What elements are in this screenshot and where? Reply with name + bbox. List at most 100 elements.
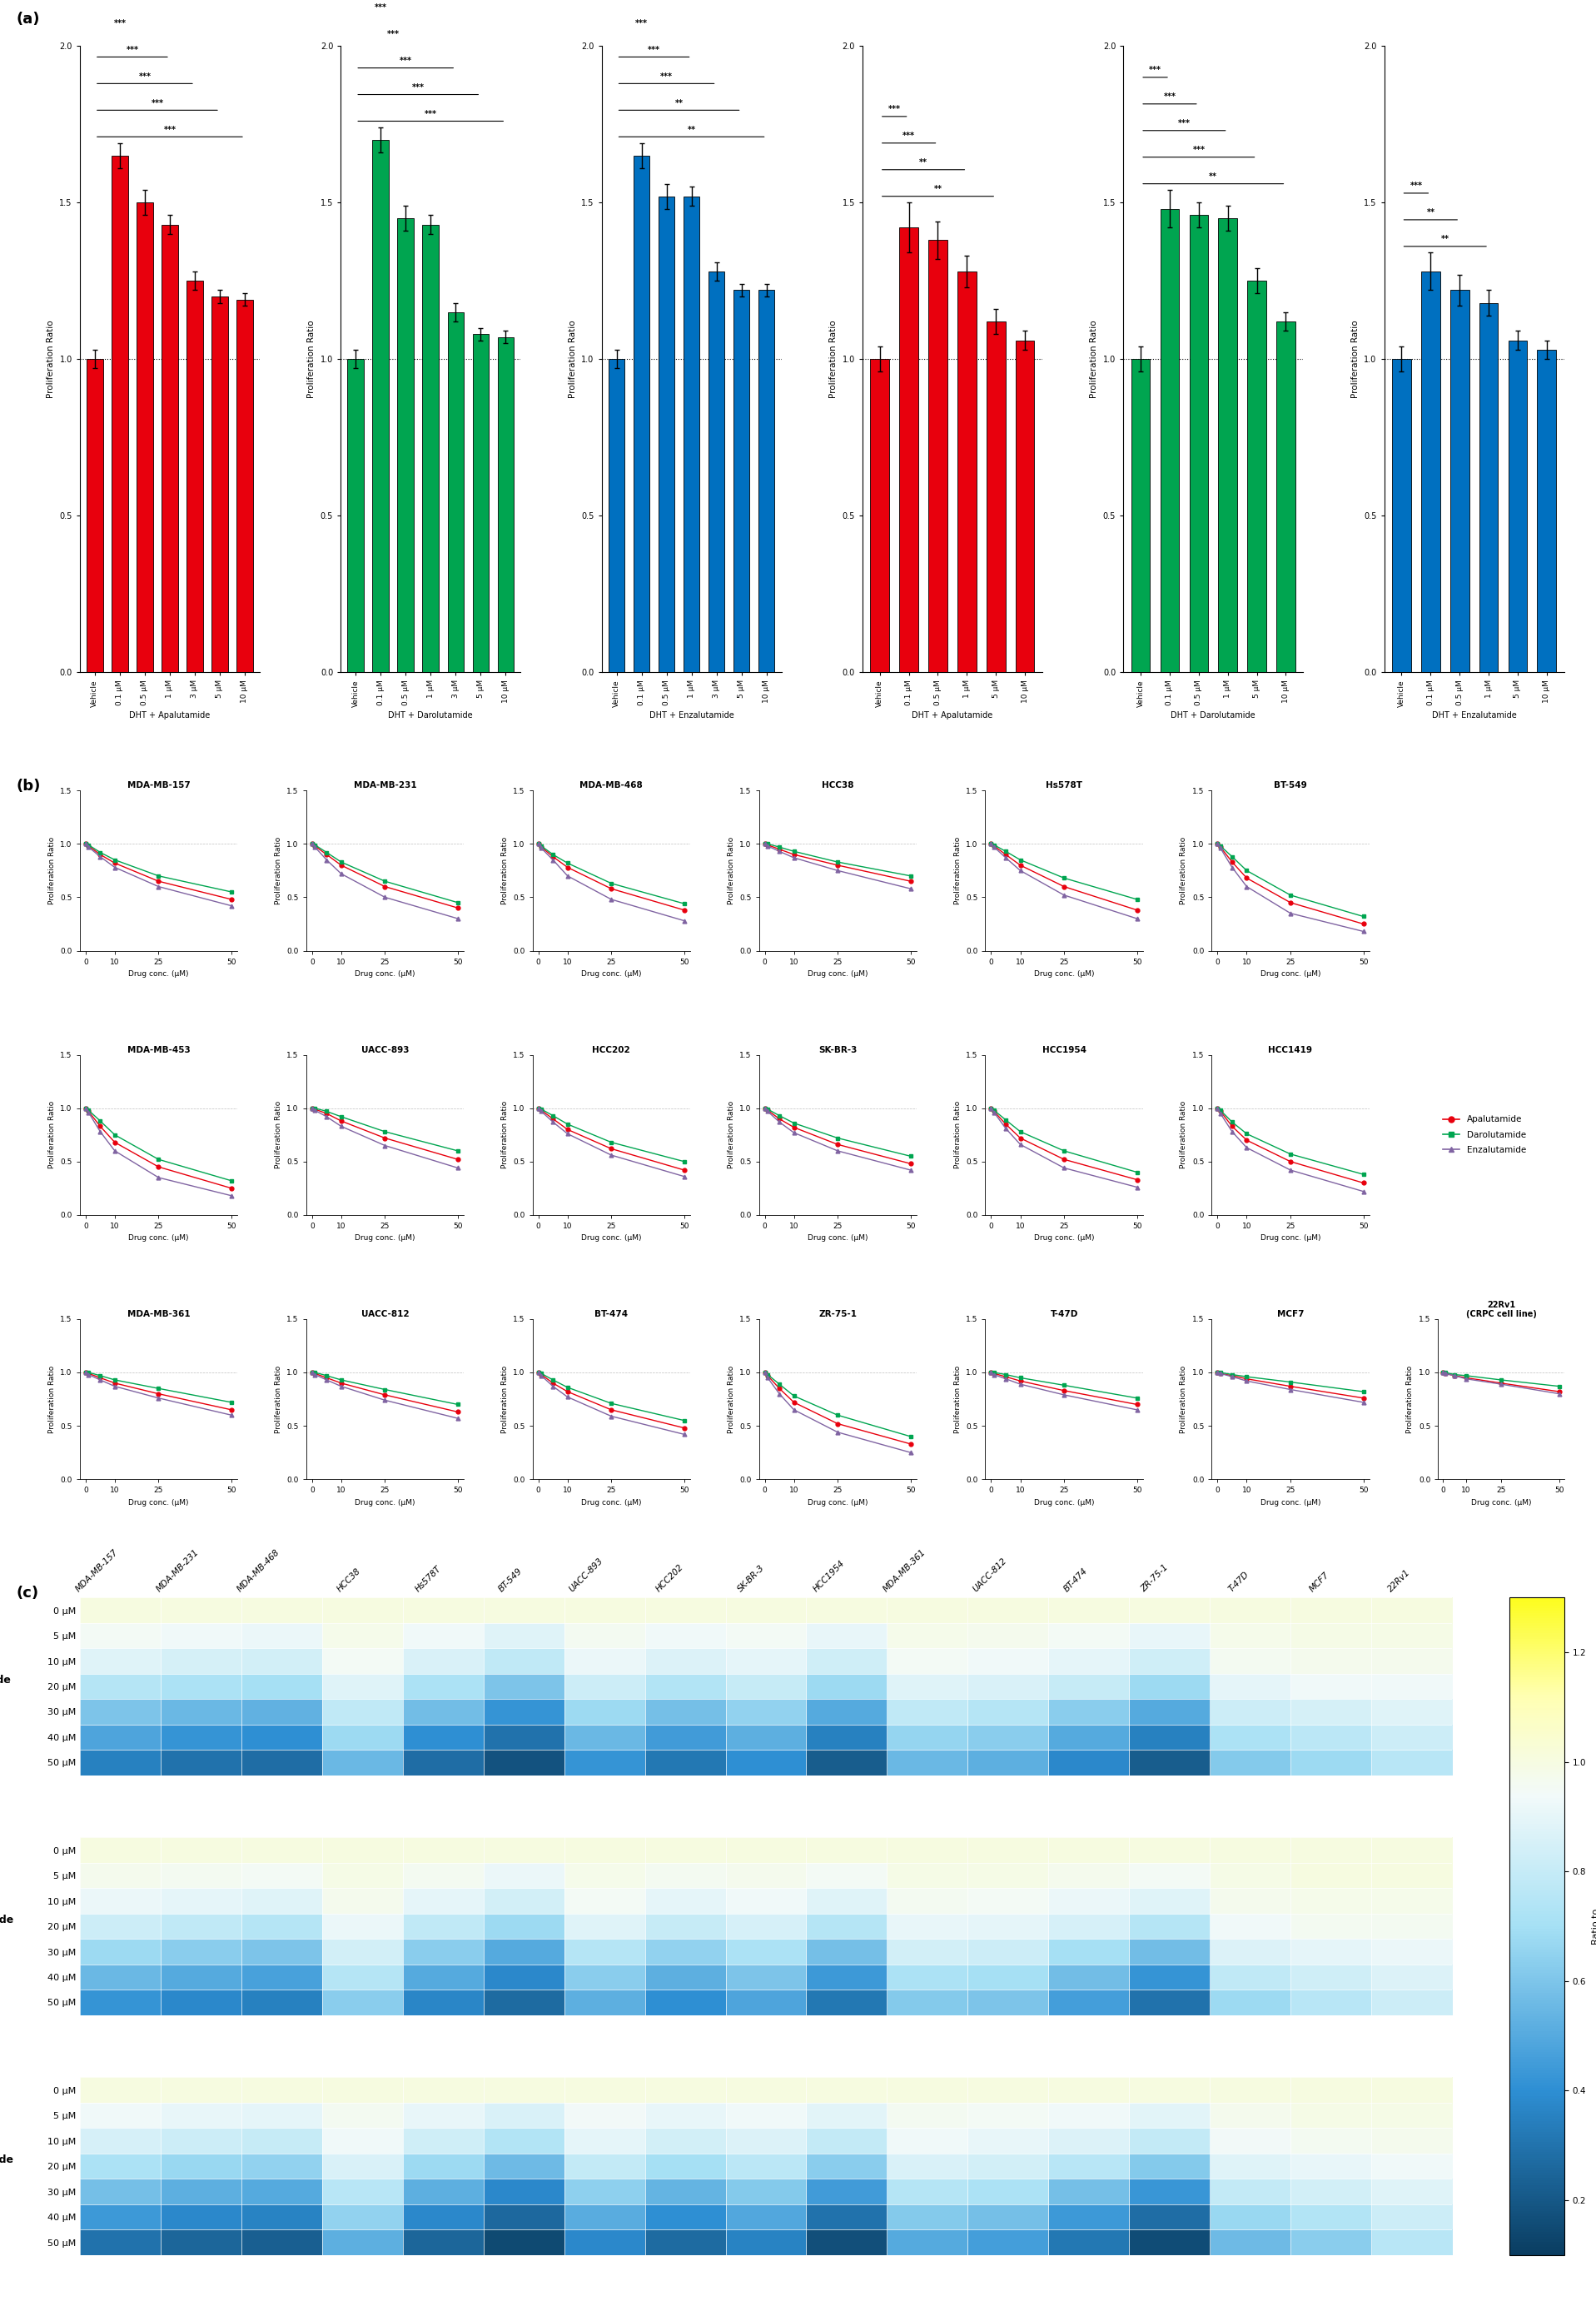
Text: Apalutamide
(4 days): Apalutamide (4 days) (0, 1675, 11, 1698)
Bar (372, 140, 389, 672)
Bar (1277, 322, 1296, 672)
Bar (1451, 290, 1468, 672)
Y-axis label: Proliferation Ratio: Proliferation Ratio (48, 1364, 56, 1434)
Text: ***: *** (648, 46, 661, 53)
Bar (1015, 341, 1034, 672)
Bar (608, 359, 624, 672)
Title: MDA-MB-361: MDA-MB-361 (128, 1309, 190, 1318)
X-axis label: Drug conc. (μM): Drug conc. (μM) (1261, 971, 1320, 978)
X-axis label: Drug conc. (μM): Drug conc. (μM) (354, 1498, 415, 1507)
X-axis label: DHT + Darolutamide: DHT + Darolutamide (388, 711, 472, 720)
Y-axis label: Proliferation Ratio: Proliferation Ratio (728, 1364, 734, 1434)
Text: ***: *** (126, 46, 139, 53)
Bar (1218, 219, 1237, 672)
Text: (b): (b) (16, 780, 40, 794)
Y-axis label: Proliferation Ratio: Proliferation Ratio (1179, 1100, 1187, 1169)
X-axis label: Drug conc. (μM): Drug conc. (μM) (128, 971, 188, 978)
Text: **: ** (934, 184, 942, 193)
Title: UACC-893: UACC-893 (361, 1045, 409, 1054)
Text: ***: *** (399, 58, 412, 64)
Y-axis label: Proliferation Ratio: Proliferation Ratio (568, 320, 576, 398)
Title: HCC1419: HCC1419 (1269, 1045, 1312, 1054)
Y-axis label: Proliferation Ratio: Proliferation Ratio (954, 1100, 961, 1169)
Title: HCC1954: HCC1954 (1042, 1045, 1087, 1054)
Y-axis label: Proliferation Ratio: Proliferation Ratio (954, 1364, 961, 1434)
Y-axis label: Proliferation Ratio: Proliferation Ratio (1179, 1364, 1187, 1434)
X-axis label: Drug conc. (μM): Drug conc. (μM) (1472, 1498, 1531, 1507)
Bar (1392, 359, 1411, 672)
Text: ***: *** (152, 99, 163, 108)
X-axis label: DHT + Enzalutamide: DHT + Enzalutamide (1432, 711, 1516, 720)
Bar (870, 359, 889, 672)
X-axis label: Drug conc. (μM): Drug conc. (μM) (354, 971, 415, 978)
X-axis label: Drug conc. (μM): Drug conc. (μM) (128, 1498, 188, 1507)
X-axis label: Drug conc. (μM): Drug conc. (μM) (1034, 971, 1095, 978)
Bar (397, 219, 413, 672)
X-axis label: Drug conc. (μM): Drug conc. (μM) (581, 971, 642, 978)
Bar (1479, 304, 1499, 672)
Bar (498, 338, 514, 672)
Title: MDA-MB-468: MDA-MB-468 (579, 782, 643, 789)
Text: ***: *** (903, 131, 915, 140)
Text: **: ** (1427, 209, 1435, 216)
Text: (c): (c) (16, 1585, 38, 1601)
X-axis label: Drug conc. (μM): Drug conc. (μM) (1261, 1498, 1320, 1507)
Bar (212, 297, 228, 672)
Y-axis label: Proliferation Ratio: Proliferation Ratio (48, 1100, 56, 1169)
Text: ***: *** (661, 71, 674, 81)
Text: ***: *** (386, 30, 399, 39)
Text: **: ** (675, 99, 683, 108)
Text: (a): (a) (16, 12, 40, 28)
Bar (447, 313, 464, 672)
Bar (709, 272, 725, 672)
Y-axis label: Proliferation Ratio: Proliferation Ratio (954, 838, 961, 904)
X-axis label: DHT + Darolutamide: DHT + Darolutamide (1171, 711, 1256, 720)
Text: **: ** (688, 124, 696, 133)
Title: MDA-MB-453: MDA-MB-453 (128, 1045, 190, 1054)
Y-axis label: Ratio to
0 μM: Ratio to 0 μM (1591, 1908, 1596, 1944)
Y-axis label: Proliferation Ratio: Proliferation Ratio (1179, 838, 1187, 904)
Bar (187, 281, 203, 672)
X-axis label: Drug conc. (μM): Drug conc. (μM) (354, 1236, 415, 1243)
Bar (348, 359, 364, 672)
Y-axis label: Proliferation Ratio: Proliferation Ratio (1090, 320, 1098, 398)
Y-axis label: Proliferation Ratio: Proliferation Ratio (501, 1100, 509, 1169)
Bar (1420, 272, 1440, 672)
Legend: Apalutamide, Darolutamide, Enzalutamide: Apalutamide, Darolutamide, Enzalutamide (1443, 1116, 1526, 1155)
X-axis label: DHT + Enzalutamide: DHT + Enzalutamide (650, 711, 734, 720)
Text: **: ** (1210, 173, 1218, 182)
Y-axis label: Proliferation Ratio: Proliferation Ratio (501, 838, 509, 904)
Bar (659, 196, 675, 672)
Title: MCF7: MCF7 (1277, 1309, 1304, 1318)
Bar (161, 225, 177, 672)
Y-axis label: Proliferation Ratio: Proliferation Ratio (830, 320, 838, 398)
Text: ***: *** (1178, 120, 1191, 127)
Text: ***: *** (139, 71, 152, 81)
Text: Enzalutamide
(4 days): Enzalutamide (4 days) (0, 2154, 14, 2177)
Title: MDA-MB-231: MDA-MB-231 (353, 782, 417, 789)
Bar (1537, 350, 1556, 672)
Bar (86, 359, 102, 672)
Text: ***: *** (163, 124, 176, 133)
Y-axis label: Proliferation Ratio: Proliferation Ratio (275, 1100, 282, 1169)
X-axis label: DHT + Apalutamide: DHT + Apalutamide (129, 711, 211, 720)
Y-axis label: Proliferation Ratio: Proliferation Ratio (275, 838, 282, 904)
Bar (1189, 214, 1208, 672)
Bar (236, 299, 252, 672)
Bar (1248, 281, 1266, 672)
Y-axis label: Proliferation Ratio: Proliferation Ratio (1350, 320, 1360, 398)
X-axis label: Drug conc. (μM): Drug conc. (μM) (1261, 1236, 1320, 1243)
Y-axis label: Proliferation Ratio: Proliferation Ratio (308, 320, 316, 398)
Bar (900, 228, 918, 672)
Bar (112, 156, 128, 672)
Bar (1132, 359, 1151, 672)
X-axis label: Drug conc. (μM): Drug conc. (μM) (1034, 1236, 1095, 1243)
Title: T-47D: T-47D (1050, 1309, 1077, 1318)
Title: MDA-MB-157: MDA-MB-157 (128, 782, 190, 789)
Bar (634, 156, 650, 672)
Bar (137, 202, 153, 672)
Text: **: ** (1441, 235, 1449, 244)
Y-axis label: Proliferation Ratio: Proliferation Ratio (46, 320, 54, 398)
Bar (1160, 209, 1179, 672)
Text: ***: *** (887, 106, 900, 113)
